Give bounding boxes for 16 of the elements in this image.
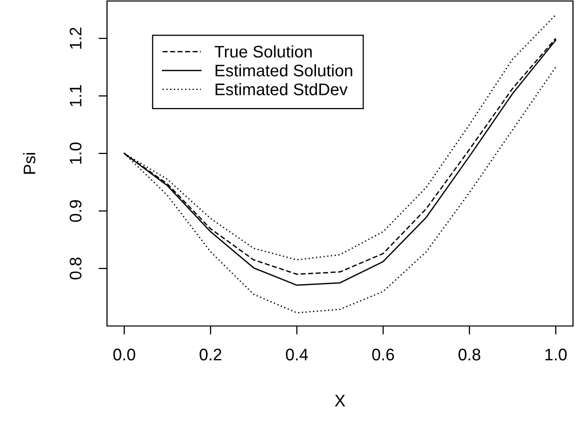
x-tick-label: 0.6	[372, 348, 394, 360]
y-tick-label: 1.1	[70, 85, 82, 106]
x-tick-label: 0.2	[200, 348, 222, 360]
x-tick-label: 0.4	[286, 348, 308, 360]
legend-label: Estimated StdDev	[216, 83, 348, 96]
legend-label: Estimated Solution	[216, 64, 352, 76]
y-tick-label: 0.8	[70, 258, 82, 280]
legend-label: True Solution	[214, 45, 312, 58]
y-tick-label: 1.2	[70, 28, 82, 49]
y-tick-label: 1.0	[70, 142, 82, 164]
x-tick-label: 1.0	[545, 348, 567, 360]
x-tick-label: 0.8	[458, 348, 480, 360]
y-tick-label: 0.9	[70, 200, 82, 222]
x-tick-label: 0.0	[113, 348, 136, 360]
x-axis-title: X	[334, 394, 346, 406]
y-axis-title: Psi	[23, 153, 36, 174]
